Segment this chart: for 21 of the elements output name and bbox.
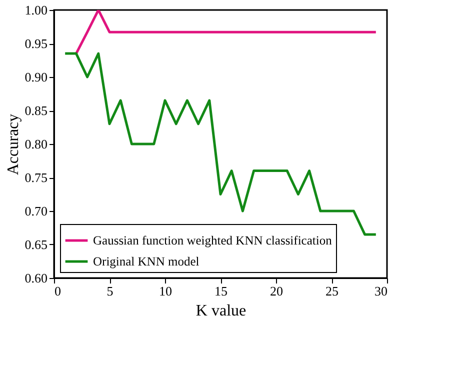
y-tick-label: 0.85 (24, 103, 48, 118)
line-series (64, 52, 378, 236)
x-tick-label: 20 (270, 284, 283, 298)
legend-label: Original KNN model (93, 254, 200, 268)
y-tick-label: 0.75 (24, 170, 48, 185)
y-tick-label: 0.65 (24, 237, 48, 252)
y-tick-label: 0.70 (24, 204, 48, 218)
y-tick-label: 0.90 (24, 70, 48, 84)
y-axis-title: Accuracy (4, 114, 22, 176)
y-tick-label: 0.95 (24, 36, 48, 51)
x-tick-label: 15 (214, 284, 228, 298)
x-axis-title: K value (196, 302, 246, 320)
y-tick-label: 1.00 (24, 2, 48, 18)
x-tick-label: 30 (374, 284, 388, 298)
y-tick-label: 0.80 (24, 136, 48, 152)
y-tick-label: 0.60 (24, 270, 48, 286)
x-tick-label: 5 (106, 284, 114, 298)
x-tick-label: 10 (159, 284, 172, 298)
x-tick-label: 25 (326, 284, 338, 298)
x-tick-label: 0 (54, 284, 61, 298)
legend-label: Gaussian function weighted KNN classification (93, 234, 333, 248)
